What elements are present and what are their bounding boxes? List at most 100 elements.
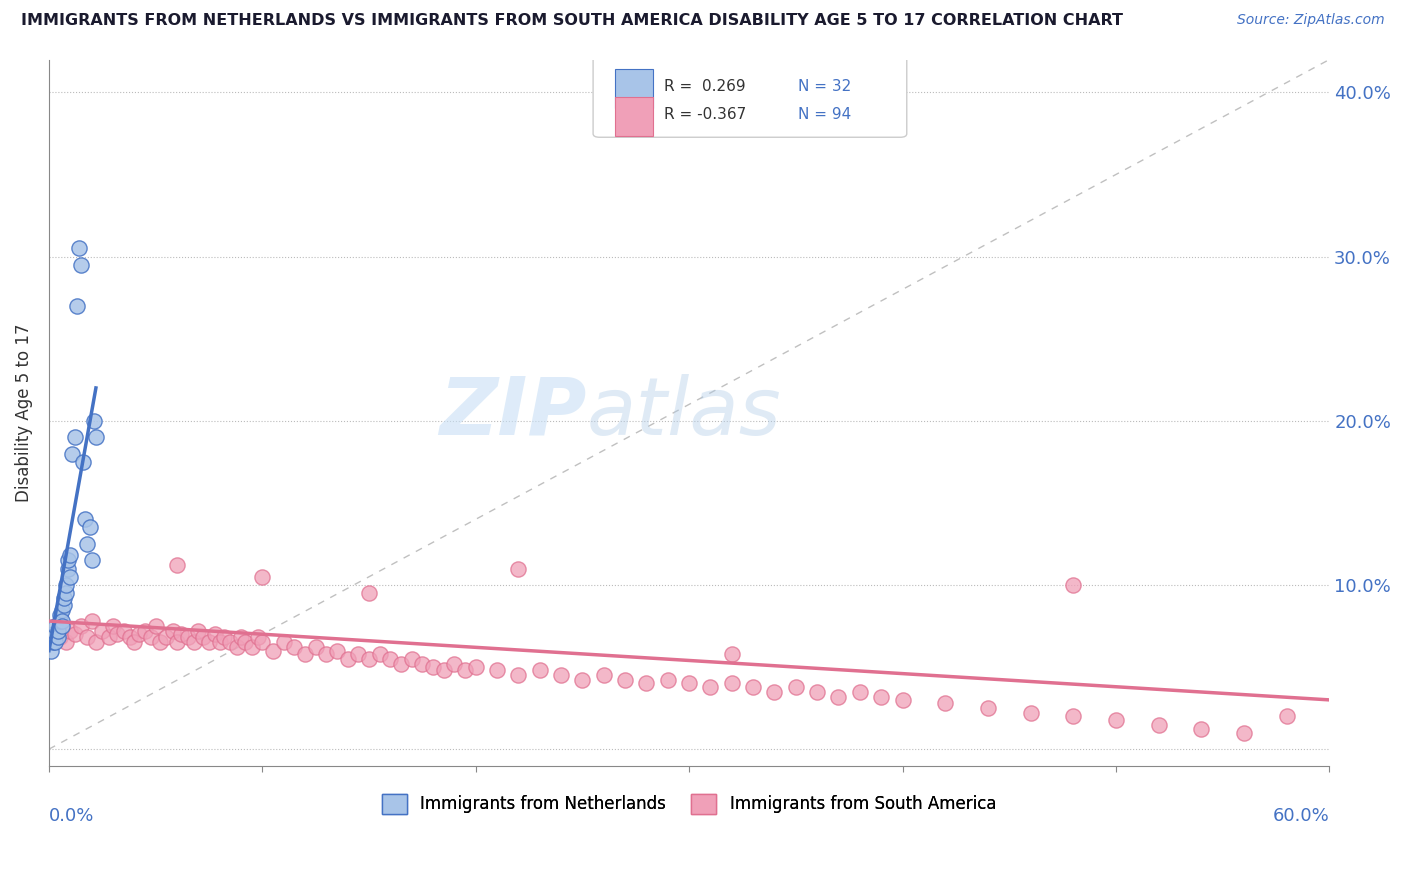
Point — [357, 652, 380, 666]
Point — [240, 640, 263, 655]
Point — [529, 663, 551, 677]
Text: IMMIGRANTS FROM NETHERLANDS VS IMMIGRANTS FROM SOUTH AMERICA DISABILITY AGE 5 TO: IMMIGRANTS FROM NETHERLANDS VS IMMIGRANT… — [21, 13, 1123, 29]
Point — [571, 673, 593, 688]
Point — [720, 647, 742, 661]
Text: 60.0%: 60.0% — [1272, 806, 1329, 824]
Point — [550, 668, 572, 682]
Point — [1062, 709, 1084, 723]
Point — [80, 553, 103, 567]
Point — [827, 690, 849, 704]
Point — [46, 631, 69, 645]
Point — [162, 624, 184, 638]
Point — [55, 578, 77, 592]
Point — [785, 680, 807, 694]
Point — [508, 668, 530, 682]
Point — [204, 627, 226, 641]
Point — [76, 537, 98, 551]
Point — [1233, 725, 1256, 739]
Point — [849, 684, 872, 698]
Text: R =  0.269: R = 0.269 — [664, 78, 745, 94]
Point — [636, 676, 658, 690]
Point — [48, 607, 70, 622]
Point — [70, 258, 93, 272]
Point — [52, 591, 75, 606]
Point — [1019, 706, 1042, 720]
Text: 0.0%: 0.0% — [49, 806, 94, 824]
Point — [39, 643, 62, 657]
Point — [55, 635, 77, 649]
Point — [155, 631, 177, 645]
Point — [66, 299, 89, 313]
Point — [67, 241, 90, 255]
Point — [720, 676, 742, 690]
Point — [145, 619, 167, 633]
Point — [141, 631, 163, 645]
Point — [105, 627, 128, 641]
Point — [208, 635, 231, 649]
Point — [187, 624, 209, 638]
Point — [72, 455, 94, 469]
Point — [592, 668, 614, 682]
Point — [44, 635, 66, 649]
Point — [336, 652, 359, 666]
Point — [454, 663, 477, 677]
Point — [56, 561, 79, 575]
Text: N = 94: N = 94 — [799, 107, 851, 122]
Point — [52, 598, 75, 612]
Point — [294, 647, 316, 661]
Point — [75, 512, 97, 526]
Point — [347, 647, 370, 661]
Point — [699, 680, 721, 694]
Point — [422, 660, 444, 674]
Point — [70, 619, 93, 633]
Point — [59, 570, 82, 584]
Point — [443, 657, 465, 671]
Point — [48, 631, 70, 645]
Point — [977, 701, 1000, 715]
Text: ZIP: ZIP — [439, 374, 586, 451]
FancyBboxPatch shape — [593, 49, 907, 137]
Point — [806, 684, 828, 698]
Point — [51, 619, 73, 633]
Point — [42, 635, 65, 649]
Point — [134, 624, 156, 638]
Point — [191, 631, 214, 645]
Point — [63, 430, 86, 444]
Point — [42, 627, 65, 641]
Point — [229, 631, 252, 645]
Point — [112, 624, 135, 638]
Point — [252, 635, 274, 649]
Point — [101, 619, 124, 633]
Point — [79, 520, 101, 534]
Legend: Immigrants from Netherlands, Immigrants from South America: Immigrants from Netherlands, Immigrants … — [375, 787, 1002, 821]
Point — [84, 430, 107, 444]
Y-axis label: Disability Age 5 to 17: Disability Age 5 to 17 — [15, 323, 32, 502]
Point — [166, 558, 188, 573]
Point — [1189, 723, 1212, 737]
Point — [1062, 578, 1084, 592]
Point — [614, 673, 637, 688]
Point — [170, 627, 193, 641]
Point — [51, 614, 73, 628]
Point — [56, 553, 79, 567]
Text: R = -0.367: R = -0.367 — [664, 107, 745, 122]
Point — [128, 627, 150, 641]
Point — [55, 586, 77, 600]
Point — [315, 647, 337, 661]
Point — [1147, 717, 1170, 731]
Point — [120, 631, 142, 645]
Point — [763, 684, 786, 698]
Point — [262, 643, 284, 657]
Point — [389, 657, 412, 671]
Point — [149, 635, 172, 649]
Point — [870, 690, 893, 704]
Point — [46, 624, 69, 638]
Point — [464, 660, 486, 674]
Point — [305, 640, 328, 655]
Point — [48, 614, 70, 628]
Point — [742, 680, 765, 694]
Point — [433, 663, 456, 677]
Bar — [614, 97, 654, 136]
Point — [91, 624, 114, 638]
Point — [508, 561, 530, 575]
